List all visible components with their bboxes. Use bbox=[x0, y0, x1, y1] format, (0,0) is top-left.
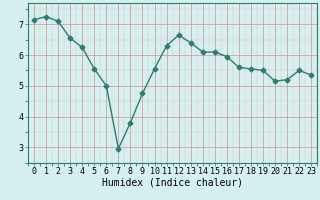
X-axis label: Humidex (Indice chaleur): Humidex (Indice chaleur) bbox=[102, 177, 243, 187]
